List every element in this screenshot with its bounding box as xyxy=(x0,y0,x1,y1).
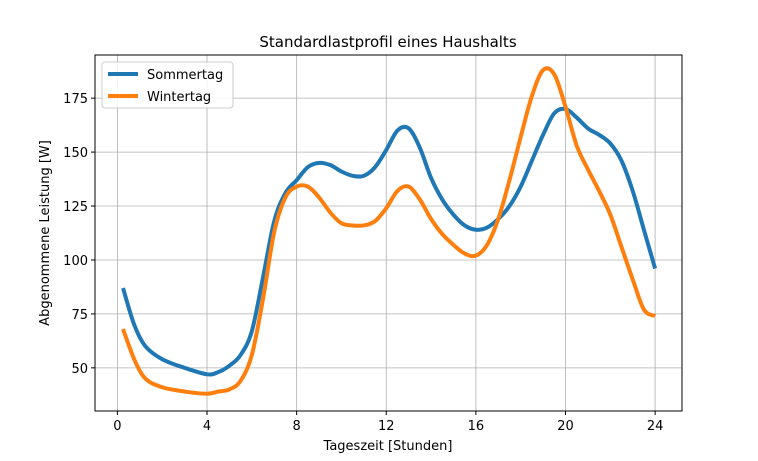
y-tick-label: 50 xyxy=(71,362,88,377)
series-line-sommertag xyxy=(121,106,658,377)
grid xyxy=(95,55,682,411)
x-tick-label: 4 xyxy=(203,419,211,434)
y-axis-label: Abgenommene Leistung [W] xyxy=(38,140,53,326)
plot-frame xyxy=(94,54,683,412)
series-line-wintertag xyxy=(121,66,657,396)
plot-area xyxy=(121,66,658,396)
x-tick-label: 12 xyxy=(378,419,395,434)
chart-title: Standardlastprofil eines Haushalts xyxy=(259,33,516,51)
legend: Sommertag Wintertag xyxy=(101,61,234,109)
x-axis-ticks: 0 4 8 12 16 20 24 xyxy=(113,411,663,434)
legend-label-wintertag: Wintertag xyxy=(147,90,211,105)
x-tick-label: 20 xyxy=(557,419,574,434)
legend-label-sommertag: Sommertag xyxy=(147,68,223,83)
x-tick-label: 24 xyxy=(647,419,664,434)
x-axis-label: Tageszeit [Stunden] xyxy=(323,439,453,454)
y-tick-label: 175 xyxy=(63,92,88,107)
y-tick-label: 100 xyxy=(63,254,88,269)
y-tick-label: 150 xyxy=(63,146,88,161)
y-tick-label: 125 xyxy=(63,200,88,215)
x-tick-label: 0 xyxy=(113,419,121,434)
y-axis-ticks: 50 75 100 125 150 175 xyxy=(63,92,95,377)
x-tick-label: 16 xyxy=(468,419,485,434)
x-tick-label: 8 xyxy=(293,419,301,434)
y-tick-label: 75 xyxy=(71,308,88,323)
